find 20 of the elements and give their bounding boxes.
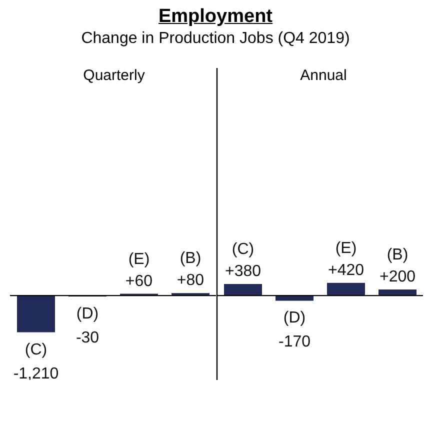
data-label: -170 <box>278 334 311 351</box>
x-tick-label: (E) <box>128 250 150 268</box>
data-label: +80 <box>176 272 204 290</box>
x-tick-label: (C) <box>24 341 48 358</box>
text: Annual <box>299 67 348 84</box>
chart-title: Employment <box>157 6 274 28</box>
data-label: +60 <box>125 272 153 290</box>
x-tick-label: (B) <box>386 246 408 264</box>
x-tick-label: (C) <box>232 241 254 258</box>
x-tick-label: (B) <box>180 250 202 268</box>
x-tick-label: (D) <box>76 305 99 322</box>
data-label: +380 <box>224 263 262 280</box>
data-label: +420 <box>328 262 364 279</box>
x-tick-label: (E) <box>335 240 357 257</box>
chart-subtitle: Change in Production Jobs (Q4 2019) <box>80 30 351 48</box>
text: Quarterly <box>82 67 146 84</box>
data-label: +200 <box>379 268 416 286</box>
x-tick-label: (D) <box>283 310 306 327</box>
data-label: -1,210 <box>13 365 59 382</box>
data-label: -30 <box>76 329 100 346</box>
